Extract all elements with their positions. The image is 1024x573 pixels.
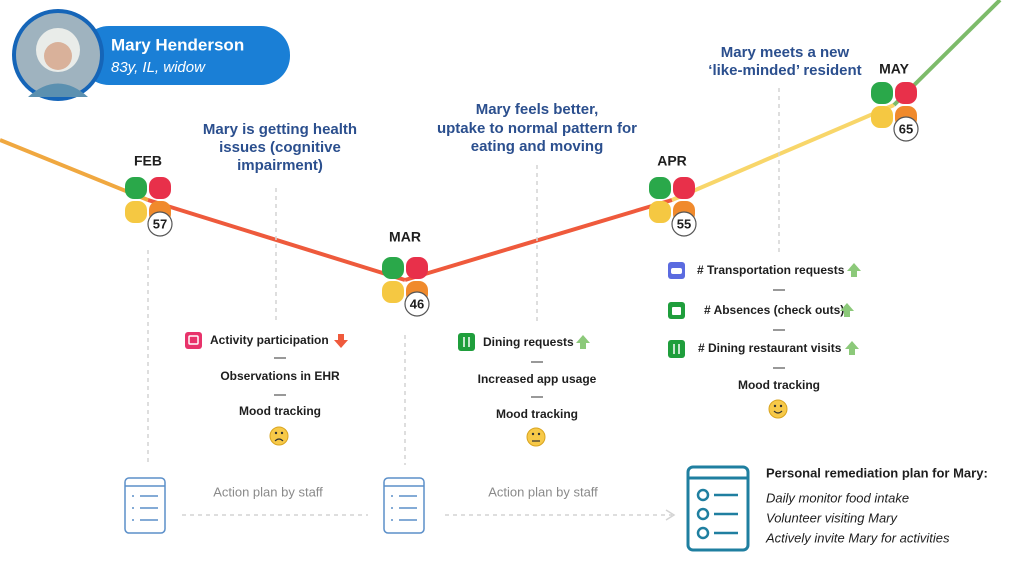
- score-label: 65: [899, 121, 913, 136]
- clover-petal: [149, 177, 171, 199]
- signal-item: Activity participation: [210, 333, 329, 347]
- guides: [147, 88, 780, 521]
- month-label: APR: [657, 153, 687, 169]
- clover-petal: [125, 201, 147, 223]
- clover-petal: [382, 281, 404, 303]
- signal-group: # Transportation requests # Absences (ch…: [668, 262, 861, 419]
- clover-petal: [871, 106, 893, 128]
- annotation-line: issues (cognitive: [219, 139, 341, 156]
- remediation-item: Volunteer visiting Mary: [766, 510, 899, 525]
- profile-name: Mary Henderson: [111, 35, 244, 54]
- action-plan-label: Action plan by staff: [213, 484, 323, 499]
- month-label: FEB: [134, 153, 162, 169]
- signal-item: Mood tracking: [239, 404, 321, 418]
- annotation-line: eating and moving: [471, 138, 604, 155]
- milestone: APR 55: [649, 153, 697, 237]
- clover-petal: [871, 82, 893, 104]
- score-badge: [671, 211, 697, 237]
- signal-item: Dining requests: [483, 335, 574, 349]
- annotation-line: Mary is getting health: [203, 121, 357, 138]
- remediation-title: Personal remediation plan for Mary:: [766, 465, 988, 480]
- clover-petal: [125, 177, 147, 199]
- score-badge: [404, 291, 430, 317]
- milestone: MAR 46: [382, 229, 430, 317]
- clover-petal: [895, 82, 917, 104]
- signal-item: # Dining restaurant visits: [698, 341, 842, 355]
- signal-group: Dining requests Increased app usage Mood…: [458, 333, 597, 447]
- signal-item: Mood tracking: [496, 407, 578, 421]
- signal-item: Increased app usage: [478, 372, 597, 386]
- score-badge: [147, 211, 173, 237]
- clover-petal: [673, 177, 695, 199]
- month-label: MAY: [879, 61, 909, 77]
- signal-item: Mood tracking: [738, 378, 820, 392]
- profile-details: 83y, IL, widow: [111, 59, 206, 76]
- action-plans: Action plan by staff Action plan by staf…: [124, 477, 598, 534]
- action-plan-label: Action plan by staff: [488, 484, 598, 499]
- annotation-line: Mary meets a new: [721, 44, 850, 61]
- score-badge: [893, 116, 919, 142]
- signal-item: # Transportation requests: [697, 263, 845, 277]
- milestone: MAY 65: [871, 61, 919, 142]
- milestone: FEB 57: [125, 153, 173, 237]
- signal-item: Observations in EHR: [220, 369, 340, 383]
- annotation-line: ‘like-minded’ resident: [708, 62, 861, 79]
- clover-petal: [406, 257, 428, 279]
- profile: Mary Henderson 83y, IL, widow: [12, 9, 290, 101]
- clover-petal: [649, 201, 671, 223]
- signal-item: # Absences (check outs): [704, 303, 844, 317]
- remediation-item: Daily monitor food intake: [766, 490, 909, 505]
- clover-petal: [649, 177, 671, 199]
- signal-group: Activity participation Observations in E…: [185, 332, 348, 446]
- annotation-line: Mary feels better,: [476, 101, 599, 118]
- score-label: 57: [153, 216, 167, 231]
- score-label: 55: [677, 216, 691, 231]
- annotation-line: impairment): [237, 157, 323, 174]
- remediation-plan: Personal remediation plan for Mary: Dail…: [686, 465, 988, 552]
- annotation-line: uptake to normal pattern for: [437, 120, 637, 137]
- score-label: 46: [410, 296, 424, 311]
- annotations: Mary is getting health issues (cognitive…: [203, 44, 862, 174]
- clover-petal: [382, 257, 404, 279]
- remediation-item: Actively invite Mary for activities: [765, 530, 950, 545]
- milestones: FEB 57 MAR 46 APR 55 MAY 65: [125, 61, 919, 317]
- month-label: MAR: [389, 229, 421, 245]
